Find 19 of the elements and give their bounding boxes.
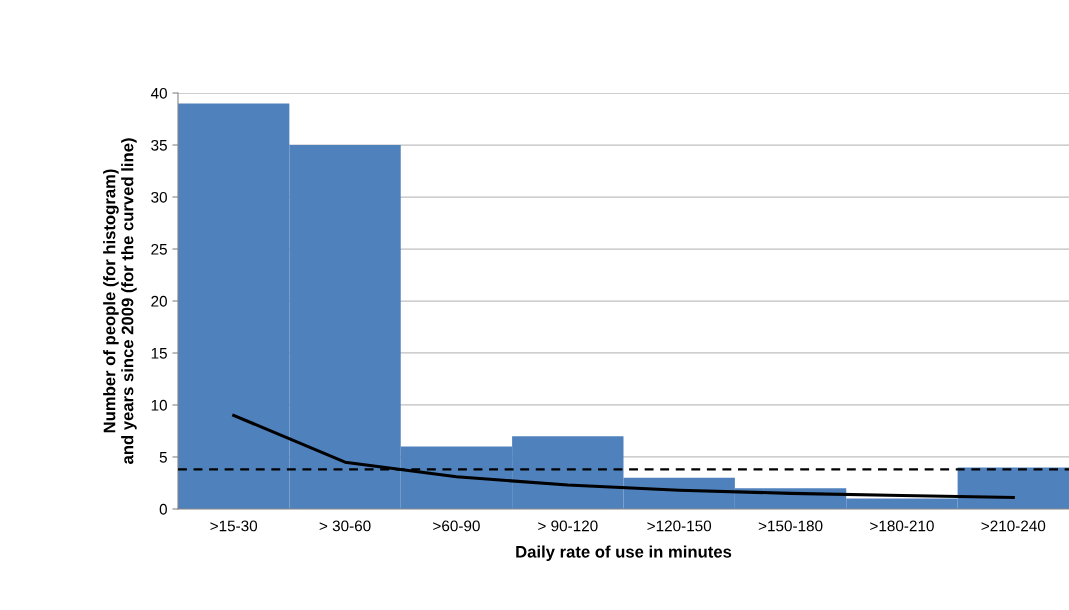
- x-tick-label: >15-30: [210, 520, 258, 532]
- x-tick-label: >60-90: [433, 520, 480, 532]
- x-axis-title: Daily rate of use in minutes: [516, 545, 732, 561]
- y-tick-label: 20: [151, 295, 167, 307]
- y-tick-label: 15: [151, 348, 167, 359]
- x-tick-label: >120-150: [647, 520, 712, 532]
- x-tick-label: >210-240: [981, 520, 1046, 532]
- y-tick-label: 0: [159, 503, 167, 515]
- x-tick-label: > 30-60: [319, 520, 371, 532]
- y-tick-label: 30: [151, 191, 167, 203]
- y-tick-label: 25: [151, 243, 167, 255]
- y-tick-label: 40: [150, 87, 167, 99]
- y-axis-title: Number of people (for histogram) and years since 2009 (for the curved line): [103, 138, 137, 464]
- y-tick-label: 35: [151, 139, 167, 151]
- x-tick-label: >180-210: [870, 520, 934, 532]
- x-tick-label: > 90-120: [538, 520, 598, 532]
- x-tick-label: >150-180: [758, 520, 823, 532]
- y-tick-label: 10: [151, 399, 167, 411]
- y-tick-label: 5: [159, 452, 167, 463]
